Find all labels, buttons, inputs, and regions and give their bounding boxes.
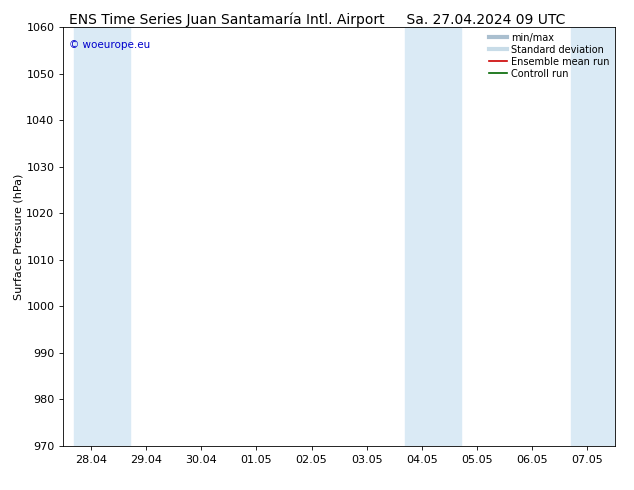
Text: ENS Time Series Juan Santamaría Intl. Airport     Sa. 27.04.2024 09 UTC: ENS Time Series Juan Santamaría Intl. Ai… [69,12,565,27]
Text: © woeurope.eu: © woeurope.eu [69,40,150,49]
Legend: min/max, Standard deviation, Ensemble mean run, Controll run: min/max, Standard deviation, Ensemble me… [486,29,613,82]
Bar [74,27,129,446]
Bar [571,27,634,446]
Y-axis label: Surface Pressure (hPa): Surface Pressure (hPa) [13,173,23,299]
Bar [405,27,460,446]
